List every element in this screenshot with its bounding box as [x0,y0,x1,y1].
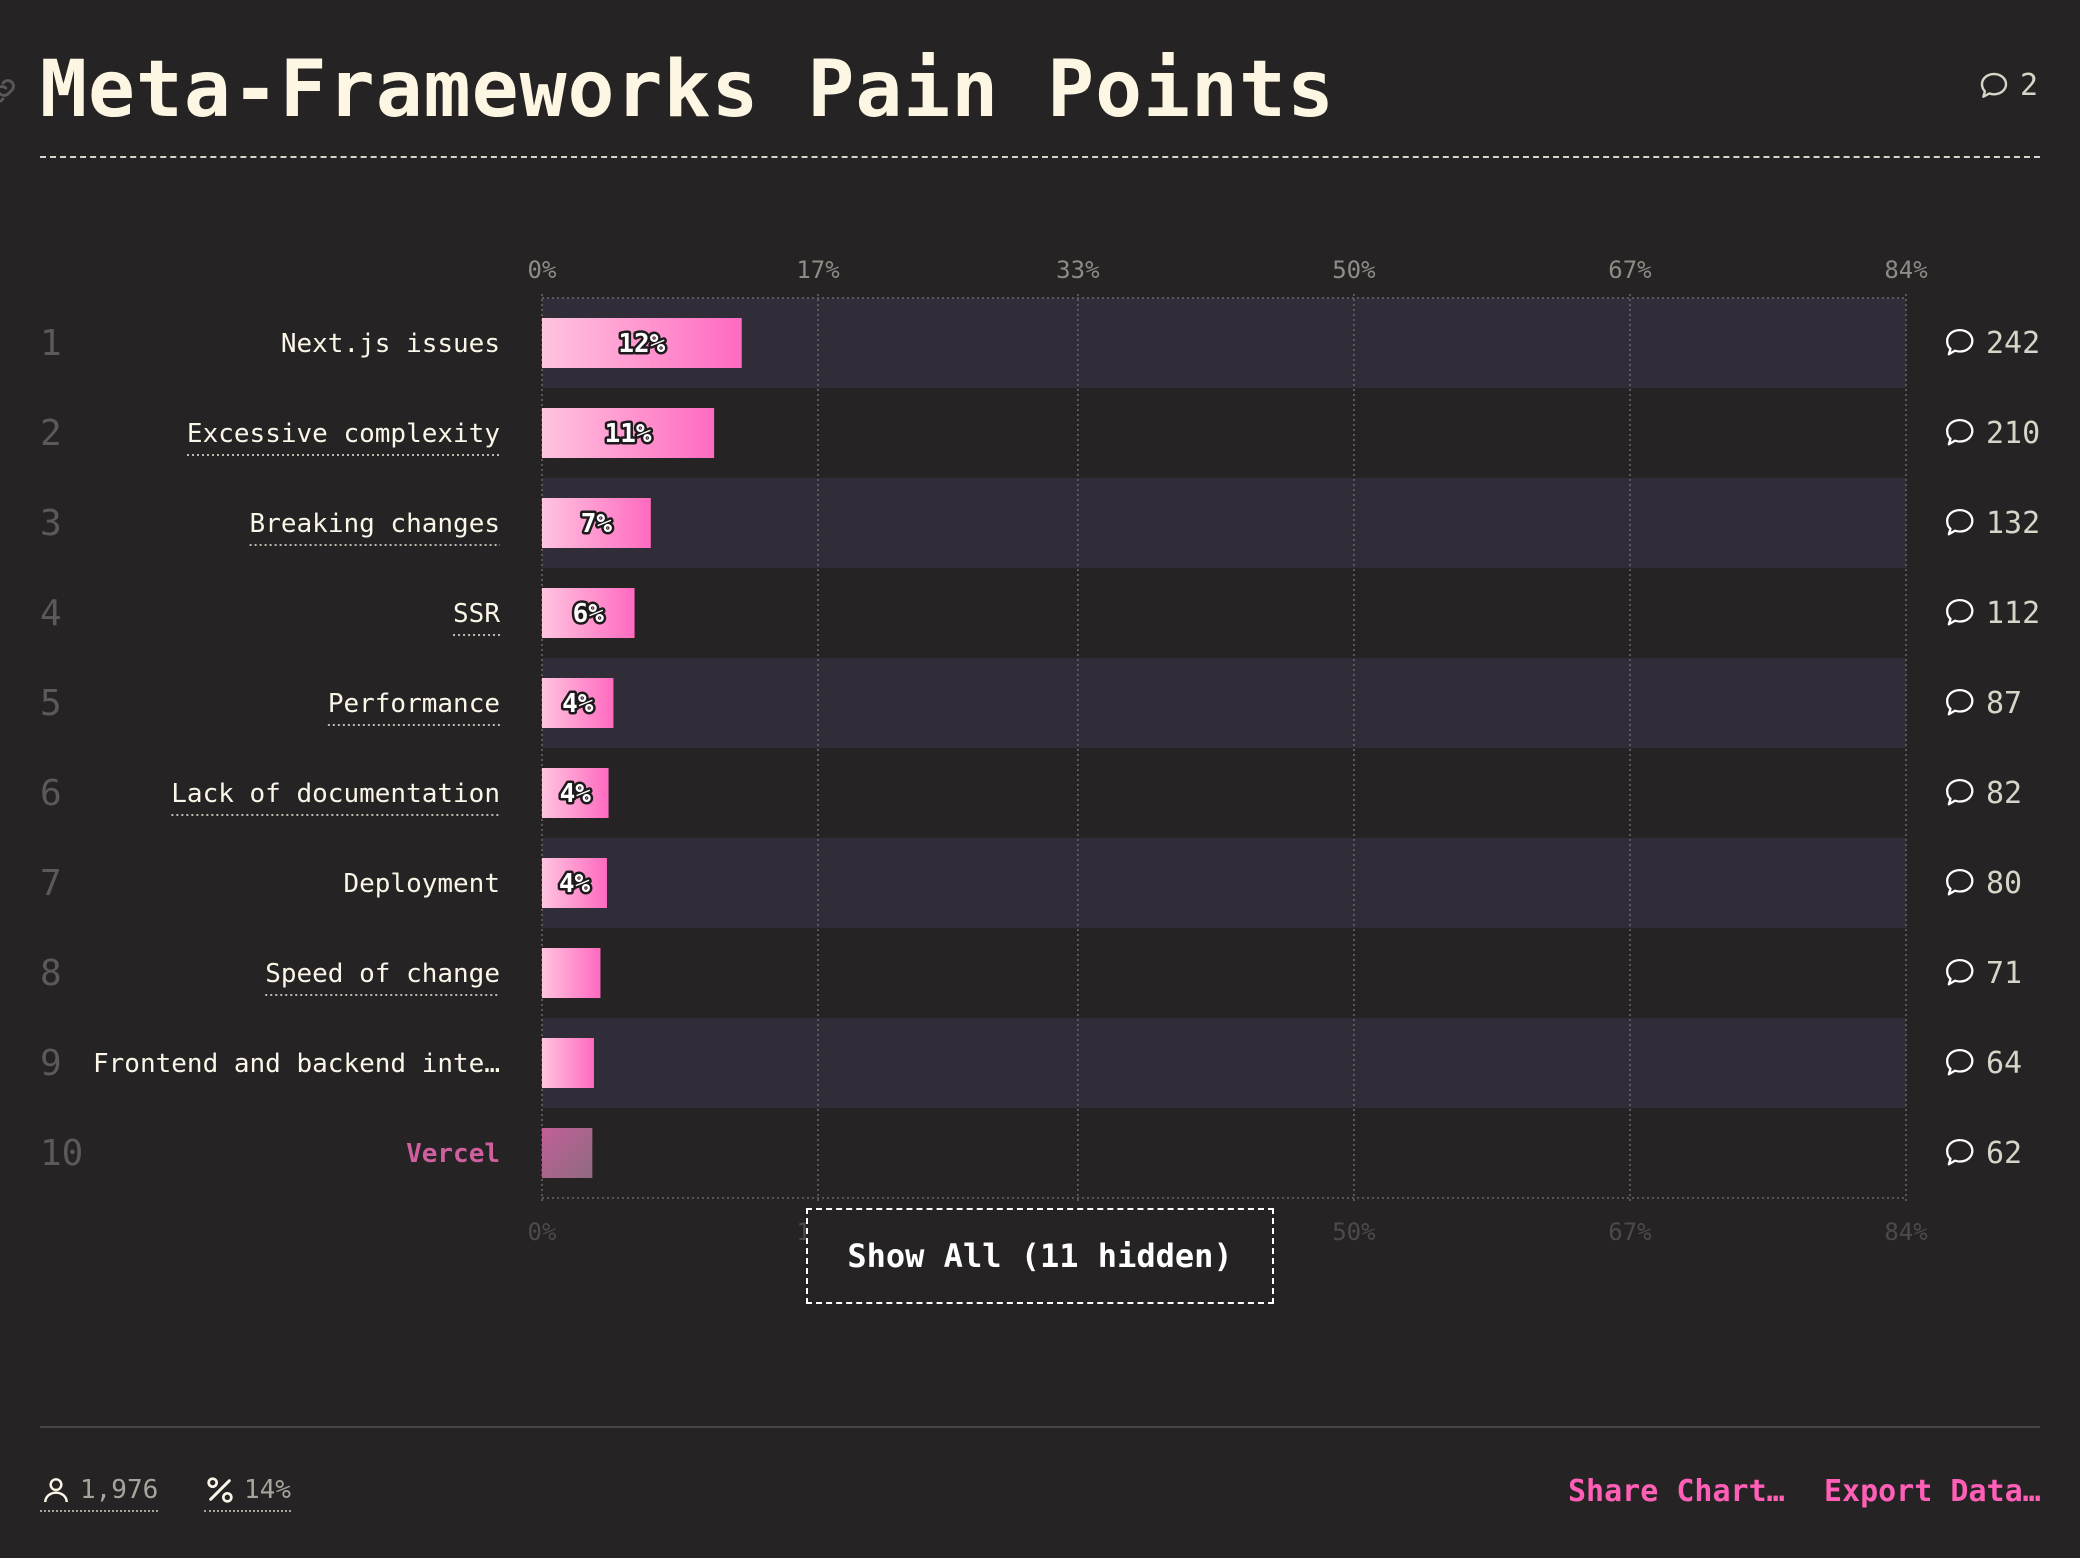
comment-count: 80 [1986,866,2022,901]
comment-icon[interactable] [1945,688,1974,716]
comment-count: 210 [1986,416,2040,451]
comment-count: 112 [1986,596,2040,631]
bar[interactable] [542,498,651,548]
category-label[interactable]: Frontend and backend inte… [93,1049,500,1079]
rank-number: 4 [40,593,62,634]
rank-number: 1 [40,323,62,364]
rank-number: 3 [40,503,62,544]
comment-icon [1980,72,2008,98]
comment-icon[interactable] [1945,868,1974,896]
show-all-button[interactable]: Show All (11 hidden) [806,1208,1274,1304]
comments-button[interactable]: 2 [1978,68,2038,103]
link-icon[interactable] [0,74,20,108]
x-tick-label-bottom: 67% [1608,1218,1652,1246]
x-tick-label-top: 84% [1884,256,1928,284]
category-label[interactable]: Speed of change [265,959,500,989]
rank-number: 2 [40,413,62,454]
category-label[interactable]: Excessive complexity [187,419,500,449]
bar[interactable] [542,1128,593,1178]
row-band [542,478,1906,568]
comment-icon[interactable] [1945,958,1974,986]
page-title: Meta-Frameworks Pain Points [40,45,1335,135]
comment-count: 87 [1986,686,2022,721]
x-tick-label-top: 67% [1608,256,1652,284]
category-label[interactable]: Next.js issues [281,329,500,359]
rank-number: 5 [40,683,62,724]
comment-count: 132 [1986,506,2040,541]
bar[interactable] [542,1038,594,1088]
x-tick-label-bottom: 50% [1332,1218,1376,1246]
bar-value-label: 7% [581,509,613,539]
comment-icon[interactable] [1945,1138,1974,1166]
category-label[interactable]: Breaking changes [250,509,500,539]
category-label[interactable]: Lack of documentation [171,779,500,809]
bar[interactable] [542,588,635,638]
respondents-stat[interactable]: 1,976 [40,1474,159,1512]
row-band [542,1018,1906,1108]
comment-icon[interactable] [1945,1048,1974,1076]
header-divider [40,156,2040,158]
row-band [542,298,1906,388]
comment-count: 64 [1986,1046,2022,1081]
user-icon [44,1478,68,1503]
bar[interactable] [542,768,609,818]
rank-number: 8 [40,953,62,994]
x-tick-label-bottom: 0% [528,1218,557,1246]
x-tick-label-bottom: 84% [1884,1218,1928,1246]
bar-value-label: 11% [605,419,652,449]
bar[interactable] [542,408,715,458]
percentage-value: 14% [244,1475,291,1505]
category-label[interactable]: Performance [328,689,500,719]
respondents-count: 1,976 [80,1475,159,1505]
rank-number: 6 [40,773,62,814]
footer-divider [40,1426,2040,1428]
percentage-stat[interactable]: 14% [204,1474,291,1512]
percent-icon [207,1477,233,1503]
row-band [542,838,1906,928]
row-band [542,658,1906,748]
share-chart-button[interactable]: Share Chart… [1568,1474,1785,1509]
comment-count: 242 [1986,326,2040,361]
bar[interactable] [542,678,614,728]
bar-value-label: 12% [618,329,665,359]
x-tick-label-top: 33% [1056,256,1100,284]
x-tick-label-top: 0% [528,256,557,284]
bar-value-label: 6% [573,599,605,629]
category-label[interactable]: SSR [453,599,500,629]
x-tick-label-top: 17% [796,256,840,284]
export-data-button[interactable]: Export Data… [1824,1474,2041,1509]
bar-value-label: 4% [560,779,592,809]
bar-value-label: 4% [559,869,591,899]
comment-count: 82 [1986,776,2022,811]
bar[interactable] [542,318,742,368]
bar-chart: 0%0%17%17%33%33%50%50%67%67%84%84%1Next.… [40,256,2040,1246]
rank-number: 9 [40,1043,62,1084]
comment-icon[interactable] [1945,328,1974,356]
rank-number: 7 [40,863,62,904]
comment-icon[interactable] [1945,508,1974,536]
bar[interactable] [542,858,607,908]
category-label[interactable]: Vercel [406,1139,500,1169]
comment-icon[interactable] [1945,778,1974,806]
comment-icon[interactable] [1945,418,1974,446]
comment-count: 2 [2019,68,2038,103]
rank-number: 10 [40,1133,83,1174]
comment-count: 71 [1986,956,2022,991]
x-tick-label-top: 50% [1332,256,1376,284]
comment-icon[interactable] [1945,598,1974,626]
bar[interactable] [542,948,601,998]
bar-value-label: 4% [562,689,594,719]
category-label[interactable]: Deployment [343,869,500,899]
comment-count: 62 [1986,1136,2022,1171]
